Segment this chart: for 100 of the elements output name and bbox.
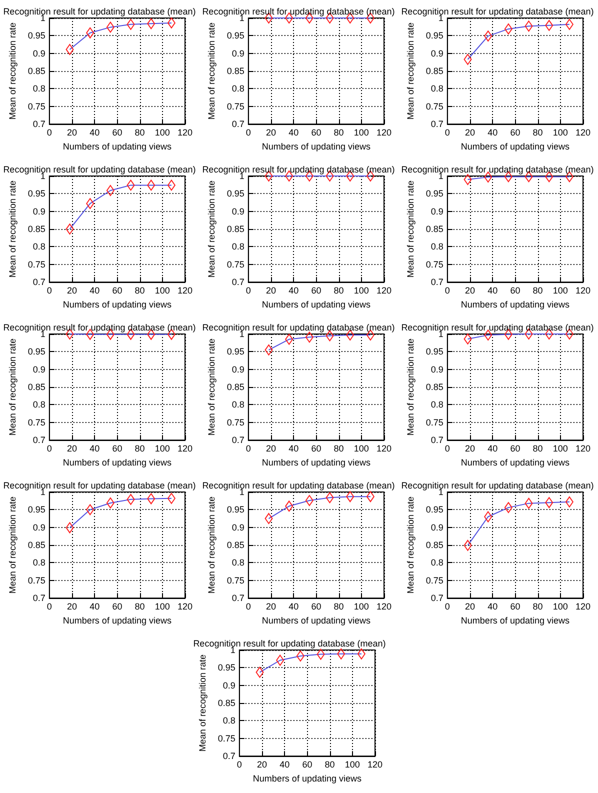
x-tick-label: 60 (510, 444, 520, 454)
x-tick-label: 80 (532, 128, 543, 138)
x-tick-label: 0 (46, 444, 52, 454)
y-tick-label: 0.9 (32, 206, 46, 216)
x-tick-label: 20 (465, 128, 476, 138)
y-tick-label: 0.9 (232, 206, 244, 216)
x-tick-label: 80 (334, 286, 344, 296)
x-tick-label: 60 (112, 128, 122, 138)
x-tick-label: 60 (112, 286, 122, 296)
y-tick-label: 0.9 (222, 680, 236, 690)
x-tick-label: 60 (311, 128, 322, 138)
y-tick-label: 0.75 (226, 575, 244, 586)
x-tick-label: 40 (288, 286, 299, 296)
x-tick-label: 0 (46, 128, 52, 138)
x-tick-label: 80 (532, 444, 543, 454)
y-axis-title: Mean of recognition rate (206, 496, 216, 594)
x-tick-label: 0 (246, 128, 251, 138)
y-tick-label: 0.95 (426, 346, 444, 357)
x-tick-label: 20 (465, 444, 476, 454)
x-tick-label: 60 (510, 286, 520, 296)
x-tick-label: 40 (488, 444, 498, 454)
y-axis-title: Mean of recognition rate (8, 496, 18, 594)
y-axis-title: Mean of recognition rate (8, 180, 18, 278)
y-tick-label: 0.7 (232, 593, 244, 604)
y-tick-label: 0.95 (28, 188, 46, 199)
y-tick-label: 0.7 (232, 119, 244, 130)
y-tick-label: 0.85 (28, 66, 46, 76)
y-tick-label: 0.75 (226, 101, 244, 112)
x-tick-label: 0 (246, 602, 251, 612)
y-axis-title: Mean of recognition rate (198, 654, 208, 752)
x-tick-label: 0 (444, 286, 450, 296)
x-axis-title: Numbers of updating views (62, 142, 172, 152)
x-tick-label: 0 (46, 286, 52, 296)
y-tick-label: 0.75 (28, 259, 46, 270)
y-tick-label: 0.7 (32, 277, 46, 288)
y-axis-title: Mean of recognition rate (206, 338, 216, 436)
y-tick-label: 0.75 (28, 417, 46, 428)
x-tick-label: 0 (246, 286, 251, 296)
x-tick-label: 100 (354, 602, 369, 612)
y-tick-label: 0.7 (430, 435, 444, 446)
x-tick-label: 40 (90, 128, 100, 138)
y-tick-label: 0.8 (32, 84, 46, 94)
x-tick-label: 40 (488, 602, 498, 612)
x-axis-title: Numbers of updating views (262, 458, 371, 468)
x-tick-label: 120 (376, 444, 392, 454)
x-tick-label: 100 (354, 444, 369, 454)
x-tick-label: 100 (552, 286, 568, 296)
x-axis-title: Numbers of updating views (262, 300, 371, 310)
y-tick-label: 0.95 (28, 30, 46, 41)
x-tick-label: 40 (288, 602, 299, 612)
x-tick-label: 60 (510, 128, 520, 138)
y-tick-label: 0.8 (430, 400, 444, 410)
y-tick-label: 0.85 (28, 540, 46, 550)
y-tick-label: 0.95 (28, 504, 46, 515)
x-tick-label: 0 (236, 760, 242, 770)
y-tick-label: 0.75 (426, 259, 444, 270)
y-tick-label: 0.8 (430, 84, 444, 94)
x-tick-label: 80 (334, 602, 344, 612)
x-tick-label: 120 (376, 602, 392, 612)
x-tick-label: 100 (552, 128, 568, 138)
y-tick-label: 0.95 (426, 30, 444, 41)
x-axis-title: Numbers of updating views (262, 142, 371, 152)
x-tick-label: 100 (552, 444, 568, 454)
x-tick-label: 20 (266, 286, 276, 296)
x-tick-label: 20 (465, 602, 476, 612)
x-tick-label: 40 (90, 286, 100, 296)
y-tick-label: 0.7 (222, 751, 236, 762)
x-tick-label: 80 (324, 760, 335, 770)
x-tick-label: 60 (302, 760, 312, 770)
y-tick-label: 0.75 (426, 101, 444, 112)
y-tick-label: 0.8 (32, 558, 46, 568)
y-tick-label: 0.95 (226, 188, 244, 199)
y-tick-label: 0.9 (32, 48, 46, 58)
x-axis-title: Numbers of updating views (62, 616, 172, 626)
y-tick-label: 0.95 (218, 662, 236, 673)
y-axis-title: Mean of recognition rate (406, 180, 416, 278)
y-tick-label: 0.85 (426, 540, 444, 550)
y-tick-label: 0.7 (430, 119, 444, 130)
y-tick-label: 0.7 (232, 435, 244, 446)
y-axis-title: Mean of recognition rate (406, 338, 416, 436)
x-axis-title: Numbers of updating views (460, 458, 570, 468)
y-tick-label: 0.8 (232, 400, 244, 410)
y-tick-label: 0.7 (32, 593, 46, 604)
y-tick-label: 0.75 (28, 575, 46, 586)
x-tick-label: 0 (246, 444, 251, 454)
x-tick-label: 80 (334, 444, 344, 454)
x-tick-label: 0 (444, 602, 450, 612)
x-tick-label: 80 (134, 286, 145, 296)
y-tick-label: 0.85 (226, 224, 244, 234)
x-tick-label: 20 (266, 602, 276, 612)
x-tick-label: 40 (90, 444, 100, 454)
x-tick-label: 120 (575, 128, 591, 138)
y-tick-label: 0.8 (430, 242, 444, 252)
x-tick-label: 120 (376, 128, 392, 138)
x-tick-label: 100 (154, 286, 170, 296)
y-tick-label: 0.8 (222, 716, 236, 726)
x-tick-label: 40 (288, 444, 299, 454)
y-tick-label: 0.85 (226, 382, 244, 392)
y-tick-label: 0.75 (426, 575, 444, 586)
y-axis-title: Mean of recognition rate (206, 180, 216, 278)
